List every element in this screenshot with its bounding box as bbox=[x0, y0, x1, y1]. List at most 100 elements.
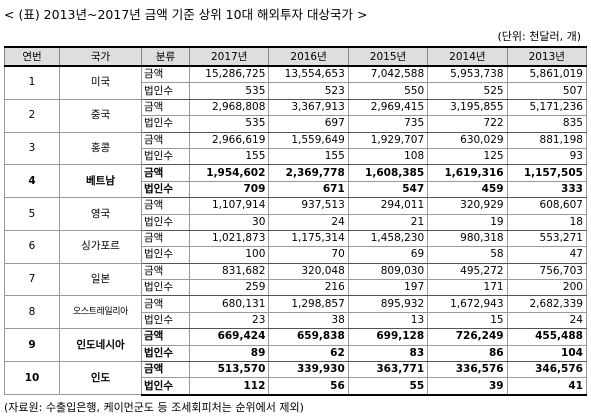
corps-cell: 112 bbox=[188, 377, 270, 396]
amount-cell: 363,771 bbox=[347, 361, 429, 379]
category-corps: 법인수 bbox=[141, 246, 190, 264]
country-name: 일본 bbox=[59, 262, 142, 297]
country-name: 인도 bbox=[59, 361, 142, 396]
category-corps: 법인수 bbox=[141, 82, 190, 100]
amount-cell: 831,682 bbox=[188, 262, 270, 281]
amount-cell: 346,576 bbox=[506, 361, 587, 379]
amount-cell: 2,968,808 bbox=[188, 98, 270, 117]
corps-cell: 55 bbox=[347, 377, 429, 396]
amount-cell: 1,672,943 bbox=[427, 295, 508, 313]
amount-cell: 1,157,505 bbox=[506, 164, 587, 182]
corps-cell: 125 bbox=[427, 147, 508, 166]
table-body: 1 미국 금액 15,286,725 13,554,653 7,042,588 5,953,… bbox=[4, 65, 587, 396]
header-2014: 2014년 bbox=[427, 46, 508, 67]
corps-cell: 735 bbox=[347, 115, 429, 133]
row-number: 3 bbox=[4, 131, 60, 166]
corps-cell: 155 bbox=[188, 147, 270, 166]
amount-cell: 13,554,653 bbox=[268, 65, 349, 84]
amount-cell: 1,175,314 bbox=[268, 229, 349, 248]
country-name: 미국 bbox=[59, 65, 142, 100]
amount-cell: 495,272 bbox=[427, 262, 508, 281]
corps-cell: 21 bbox=[347, 213, 429, 231]
table-row: 5 영국 금액 1,107,914 937,513 294,011 320,929 608,6… bbox=[4, 197, 587, 231]
country-name: 베트남 bbox=[59, 164, 142, 199]
header-2016: 2016년 bbox=[268, 46, 349, 67]
row-number: 8 bbox=[4, 295, 60, 330]
corps-cell: 525 bbox=[427, 82, 508, 100]
corps-cell: 104 bbox=[506, 344, 587, 363]
category-amount: 금액 bbox=[141, 197, 190, 215]
category-amount: 금액 bbox=[141, 164, 190, 182]
header-category: 분류 bbox=[141, 46, 190, 67]
corps-cell: 108 bbox=[347, 147, 429, 166]
amount-cell: 320,048 bbox=[268, 262, 349, 281]
country-name: 오스트레일리아 bbox=[59, 295, 142, 330]
table-row: 법인수 23 38 13 15 24 bbox=[5, 311, 587, 330]
category-amount: 금액 bbox=[141, 361, 190, 379]
corps-cell: 216 bbox=[268, 279, 349, 297]
row-number: 5 bbox=[4, 197, 60, 231]
amount-cell: 881,198 bbox=[506, 131, 587, 149]
corps-cell: 535 bbox=[188, 82, 270, 100]
corps-cell: 24 bbox=[506, 311, 587, 330]
amount-cell: 2,682,339 bbox=[506, 295, 587, 313]
corps-cell: 39 bbox=[427, 377, 508, 396]
header-country: 국가 bbox=[59, 46, 142, 67]
category-corps: 법인수 bbox=[141, 213, 190, 231]
amount-cell: 15,286,725 bbox=[188, 65, 270, 84]
corps-cell: 47 bbox=[506, 246, 587, 264]
corps-cell: 30 bbox=[188, 213, 270, 231]
country-name: 싱가포르 bbox=[59, 229, 142, 264]
category-corps: 법인수 bbox=[141, 180, 190, 199]
corps-cell: 41 bbox=[506, 377, 587, 396]
row-number: 9 bbox=[4, 328, 60, 363]
row-number: 2 bbox=[4, 98, 60, 133]
corps-cell: 197 bbox=[347, 279, 429, 297]
table-row: 7 일본 금액 831,682 320,048 809,030 495,272 756,703 bbox=[4, 262, 587, 297]
amount-cell: 1,954,602 bbox=[188, 164, 270, 182]
corps-cell: 38 bbox=[268, 311, 349, 330]
category-corps: 법인수 bbox=[141, 279, 190, 297]
row-number: 7 bbox=[4, 262, 60, 297]
table-row: 4 베트남 금액 1,954,602 2,369,778 1,608,385 1,619,3… bbox=[4, 164, 587, 199]
amount-cell: 2,966,619 bbox=[188, 131, 270, 149]
table-row: 6 싱가포르 금액 1,021,873 1,175,314 1,458,230 980,31… bbox=[4, 229, 587, 264]
amount-cell: 513,570 bbox=[188, 361, 270, 379]
table-row: 9 인도네시아 금액 669,424 659,838 699,128 726,249 455,… bbox=[4, 328, 587, 363]
category-corps: 법인수 bbox=[141, 147, 190, 166]
amount-cell: 7,042,588 bbox=[347, 65, 429, 84]
amount-cell: 1,608,385 bbox=[347, 164, 429, 182]
corps-cell: 697 bbox=[268, 115, 349, 133]
amount-cell: 5,953,738 bbox=[427, 65, 508, 84]
corps-cell: 56 bbox=[268, 377, 349, 396]
corps-cell: 62 bbox=[268, 344, 349, 363]
country-name: 인도네시아 bbox=[59, 328, 142, 363]
category-amount: 금액 bbox=[141, 131, 190, 149]
header-2015: 2015년 bbox=[347, 46, 429, 67]
amount-cell: 1,559,649 bbox=[268, 131, 349, 149]
category-corps: 법인수 bbox=[141, 115, 190, 133]
row-number: 6 bbox=[4, 229, 60, 264]
category-corps: 법인수 bbox=[141, 311, 190, 330]
amount-cell: 669,424 bbox=[188, 328, 270, 346]
row-number: 10 bbox=[4, 361, 60, 396]
amount-cell: 726,249 bbox=[427, 328, 508, 346]
corps-cell: 24 bbox=[268, 213, 349, 231]
amount-cell: 294,011 bbox=[347, 197, 429, 215]
table-row: 법인수 112 56 55 39 41 bbox=[5, 377, 587, 396]
amount-cell: 339,930 bbox=[268, 361, 349, 379]
corps-cell: 835 bbox=[506, 115, 587, 133]
header-no: 연번 bbox=[4, 46, 60, 67]
corps-cell: 259 bbox=[188, 279, 270, 297]
row-number: 4 bbox=[4, 164, 60, 199]
amount-cell: 3,367,913 bbox=[268, 98, 349, 117]
corps-cell: 535 bbox=[188, 115, 270, 133]
corps-cell: 70 bbox=[268, 246, 349, 264]
corps-cell: 100 bbox=[188, 246, 270, 264]
table-row: 8 오스트레일리아 금액 680,131 1,298,857 895,932 1,672,9… bbox=[4, 295, 587, 330]
corps-cell: 19 bbox=[427, 213, 508, 231]
unit-note: (단위: 천달러, 개) bbox=[497, 30, 582, 43]
amount-cell: 2,369,778 bbox=[268, 164, 349, 182]
footnote: (자료원: 수출입은행, 케이먼군도 등 조세회피처는 순위에서 제외) bbox=[4, 401, 304, 414]
header-2013: 2013년 bbox=[506, 46, 587, 67]
